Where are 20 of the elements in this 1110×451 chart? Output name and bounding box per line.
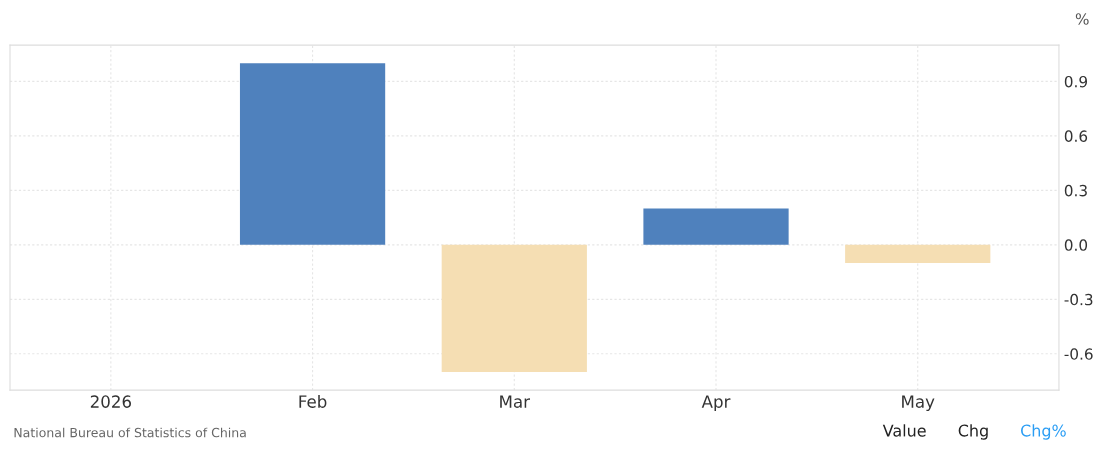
x-tick-label: Apr (701, 395, 731, 412)
y-tick-label: 0.9 (1064, 75, 1088, 88)
x-tick-label: Mar (500, 395, 531, 408)
text: National Bureau of Statistics of China (14, 427, 246, 438)
x-tick-label: Feb (299, 394, 327, 408)
y-axis-title: % (1075, 13, 1089, 25)
y-tick-label: -0.3 (1064, 293, 1093, 306)
y-tick-label: 0.0 (1064, 239, 1088, 251)
y-tick-label: 0.6 (1064, 130, 1088, 142)
bar (239, 63, 386, 245)
bar (643, 208, 789, 245)
text: Value (882, 424, 926, 437)
x-tick-label: May (902, 395, 935, 412)
y-tick-label: -0.6 (1064, 348, 1093, 360)
bar (845, 244, 991, 263)
y-tick-label: 0.3 (1064, 184, 1087, 197)
bar (441, 244, 587, 372)
x-tick-label: 2026 (90, 395, 132, 408)
text: Chg% (1021, 424, 1066, 440)
text: Chg (958, 424, 988, 440)
